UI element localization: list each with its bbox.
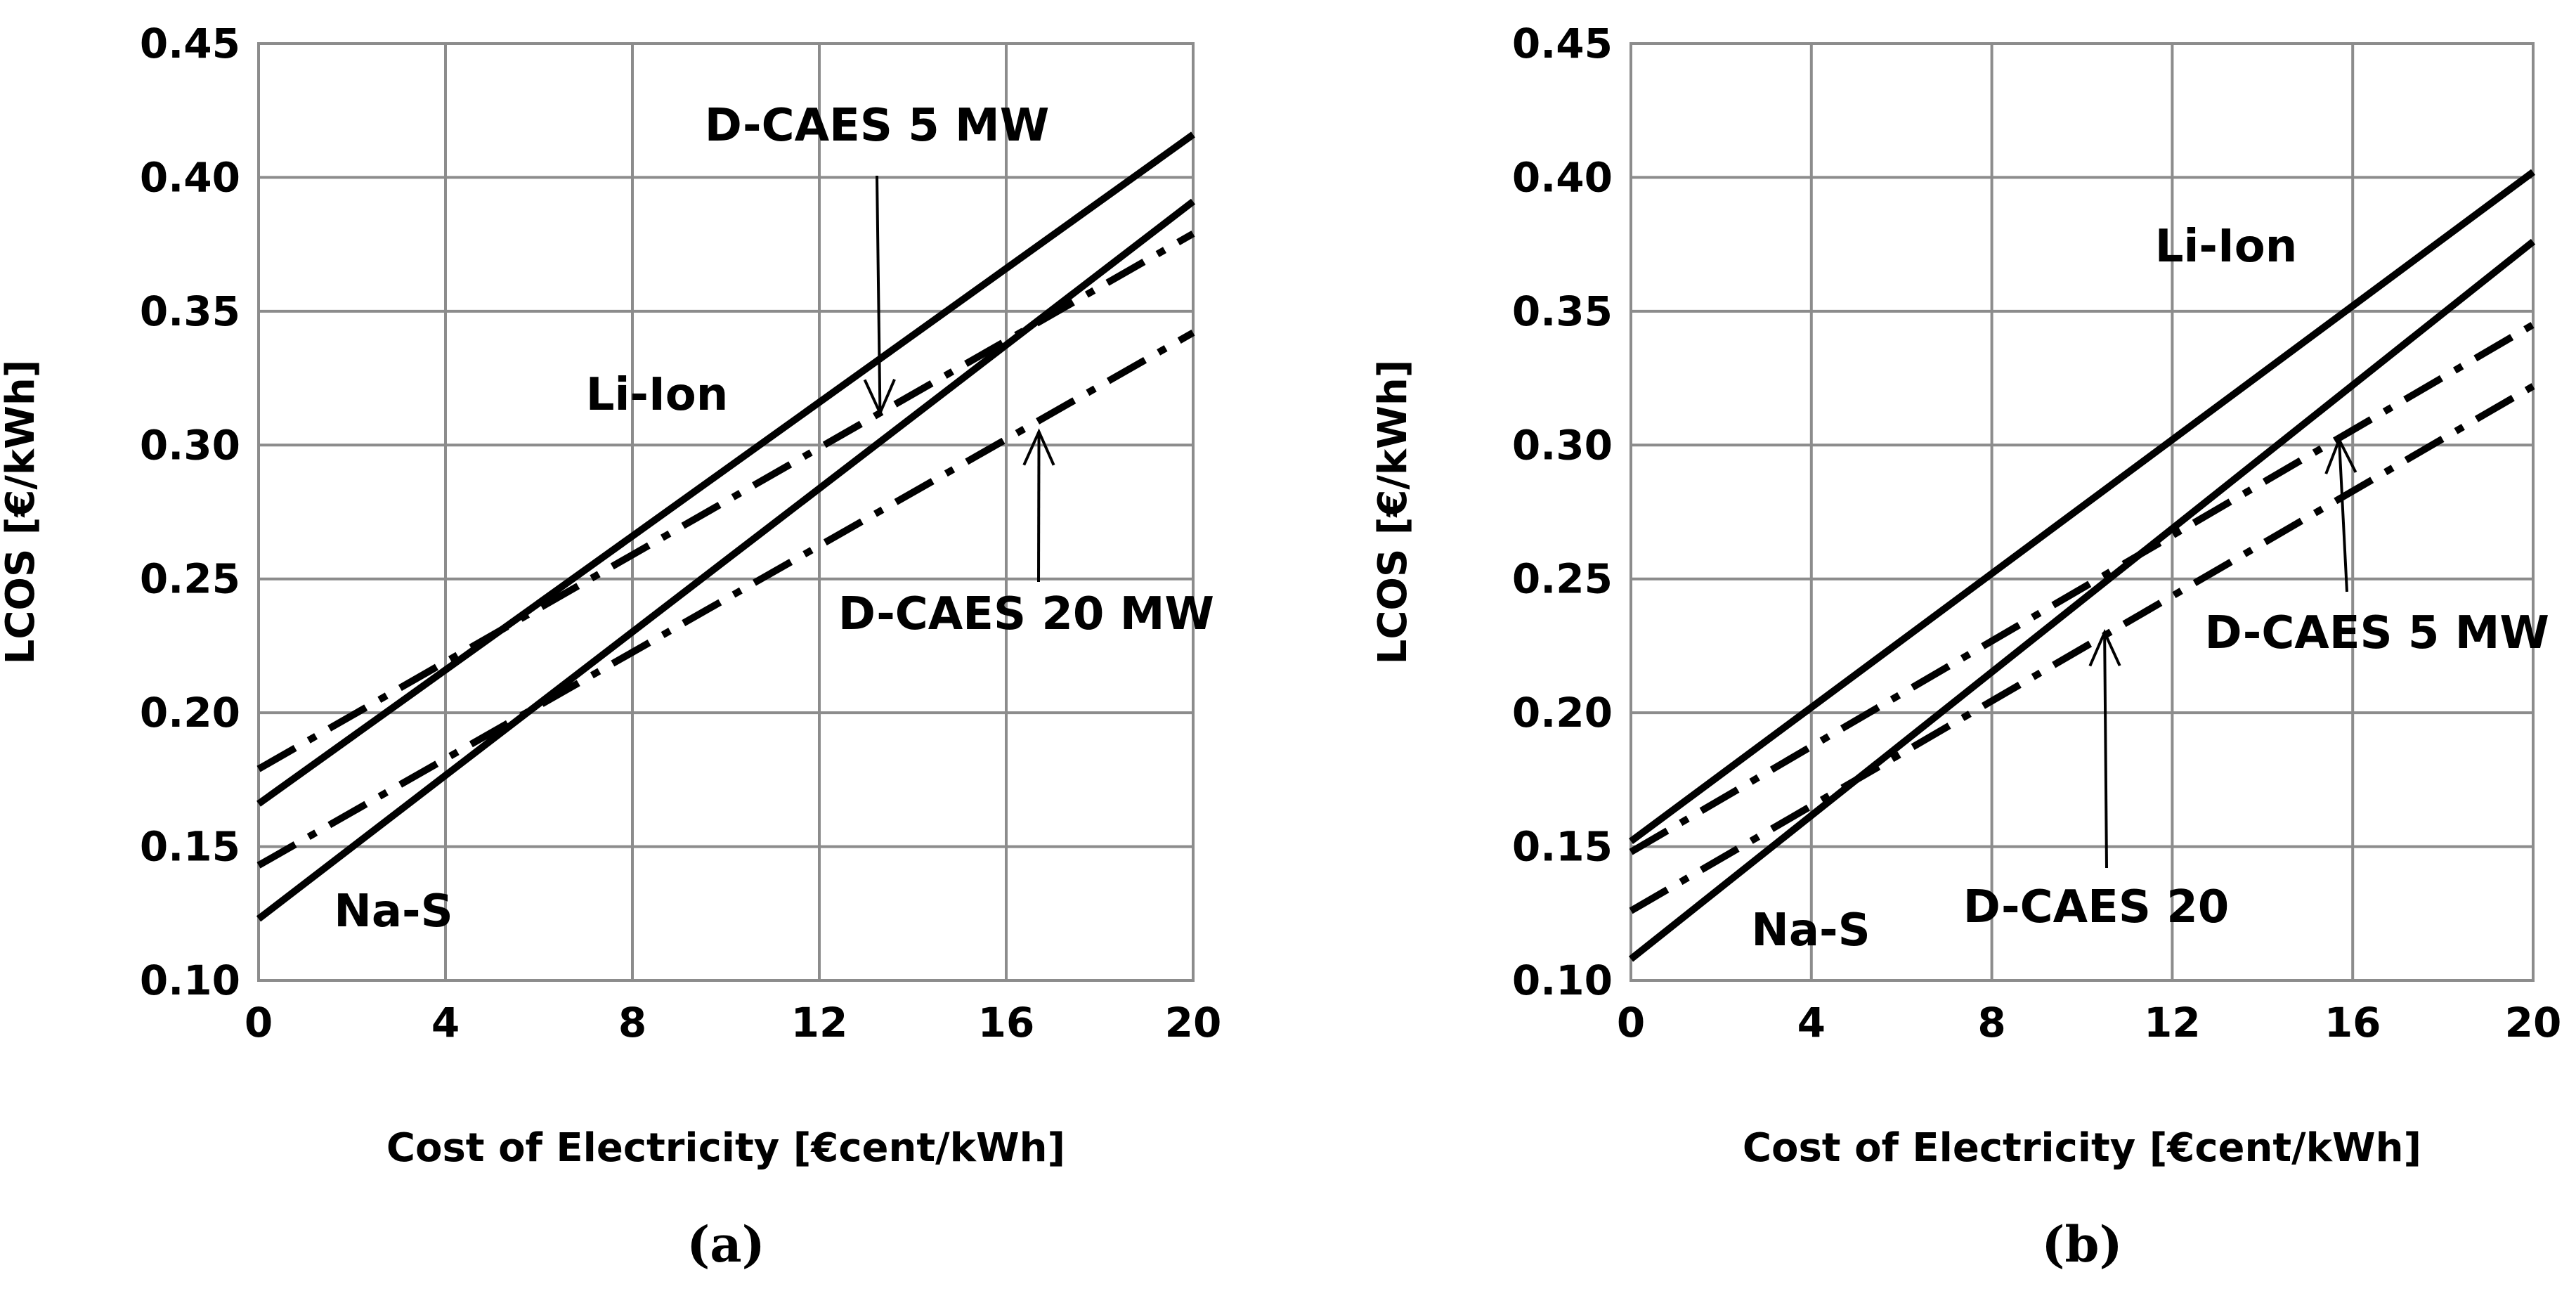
y-tick-label: 0.20	[1512, 689, 1613, 737]
panel-label: (a)	[687, 1215, 765, 1274]
arrowhead-icon	[863, 379, 896, 417]
annotation-label: D-CAES 5 MW	[705, 100, 1050, 152]
x-tick-label: 0	[245, 999, 273, 1046]
y-tick-label: 0.15	[1512, 823, 1613, 871]
annotation-label: Na-S	[1751, 905, 1870, 957]
y-tick-label: 0.30	[140, 421, 240, 469]
chart-panel-a: 0 4 8 12 16 20 0.10 0.15 0.20 0.25 0.30 0.35 0.40 0.4…	[0, 20, 1221, 1274]
y-axis-label: LCOS [€/kWh]	[0, 360, 44, 665]
y-tick-label: 0.40	[1512, 153, 1613, 201]
x-axis-label: Cost of Electricity [€cent/kWh]	[1743, 1125, 2421, 1171]
annotation-label: Li-Ion	[2155, 221, 2298, 273]
y-tick-label: 0.20	[140, 689, 240, 737]
series-line-d-caes-20-mw	[256, 329, 1195, 869]
y-tick-label: 0.25	[140, 555, 240, 603]
y-tick-label: 0.25	[1512, 555, 1613, 603]
x-tick-label: 20	[1165, 999, 1222, 1046]
annotation-label: Na-S	[334, 886, 453, 938]
x-tick-label: 8	[618, 999, 646, 1046]
arrow-icon	[2103, 632, 2108, 869]
arrowhead-icon	[1022, 428, 1055, 466]
x-tick-label: 16	[978, 999, 1035, 1046]
arrowhead-icon	[2324, 436, 2357, 474]
x-tick-label: 12	[791, 999, 848, 1046]
series-line-d-caes-5-mw	[1629, 321, 2535, 855]
y-tick-label: 0.45	[140, 20, 240, 67]
series-line-li-ion	[256, 131, 1195, 807]
y-tick-label: 0.45	[1512, 20, 1613, 67]
x-tick-label: 8	[1977, 999, 2005, 1046]
arrow-icon	[876, 175, 882, 413]
x-tick-label: 16	[2324, 999, 2381, 1046]
series-line-na-s	[256, 198, 1196, 922]
y-tick-label: 0.10	[1512, 957, 1613, 1004]
y-tick-label: 0.40	[140, 153, 240, 201]
y-tick-label: 0.15	[140, 823, 240, 871]
annotation-label: D-CAES 5 MW	[2204, 607, 2549, 659]
plot-frame	[1629, 42, 2535, 982]
y-tick-label: 0.10	[140, 957, 240, 1004]
series-line-d-caes-20	[1629, 383, 2535, 914]
x-tick-label: 4	[1797, 999, 1826, 1046]
plot-frame	[257, 42, 1195, 982]
series-line-d-caes-5-mw	[256, 231, 1195, 772]
panel-label: (b)	[2041, 1215, 2122, 1274]
x-tick-label: 4	[431, 999, 460, 1046]
gridlines	[1629, 42, 2535, 982]
y-tick-label: 0.35	[1512, 287, 1613, 335]
x-tick-label: 12	[2144, 999, 2201, 1046]
annotation-label: Li-Ion	[586, 369, 729, 421]
x-tick-label: 20	[2505, 999, 2562, 1046]
y-axis-label: LCOS [€/kWh]	[1370, 360, 1416, 665]
annotation-label: D-CAES 20	[1963, 881, 2230, 933]
arrow-icon	[2337, 439, 2348, 592]
chart-panel-b: 0 4 8 12 16 20 0.10 0.15 0.20 0.25 0.30 0.35 0.40 0.4…	[1370, 20, 2561, 1274]
x-axis-label: Cost of Electricity [€cent/kWh]	[386, 1125, 1065, 1171]
annotation-label: D-CAES 20 MW	[838, 588, 1214, 640]
series-line-li-ion	[1629, 169, 2535, 844]
y-tick-label: 0.30	[1512, 421, 1613, 469]
gridlines	[257, 42, 1195, 982]
x-tick-label: 0	[1617, 999, 1645, 1046]
y-tick-label: 0.35	[140, 287, 240, 335]
arrowhead-icon	[2088, 628, 2121, 667]
series-line-na-s	[1628, 238, 2536, 962]
